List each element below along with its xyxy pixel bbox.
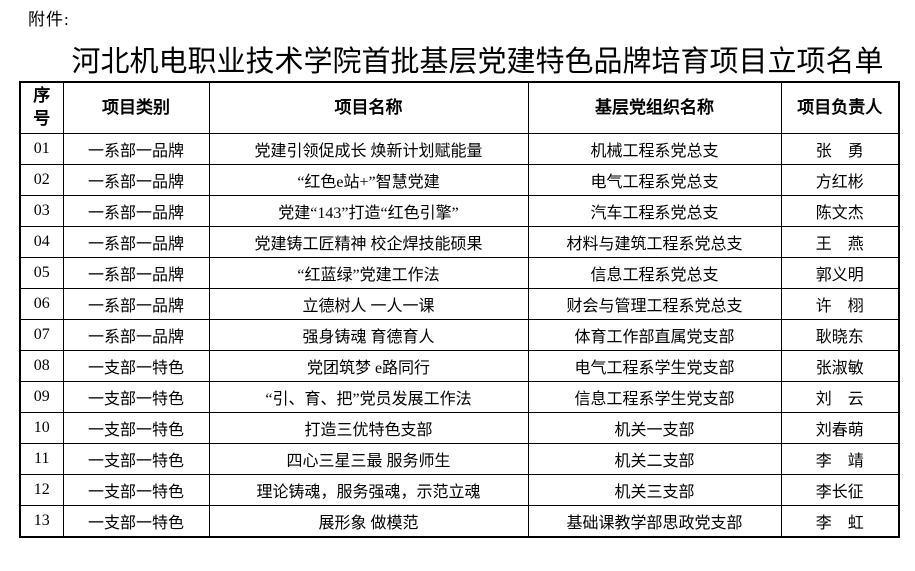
cell-no: 03 xyxy=(19,195,64,227)
cell-no: 02 xyxy=(19,164,64,196)
cell-category: 一支部一特色 xyxy=(62,412,210,444)
cell-category: 一支部一特色 xyxy=(62,350,210,382)
table-row: 01 一系部一品牌 党建引领促成长 焕新计划赋能量 机械工程系党总支张 勇 xyxy=(19,133,900,165)
cell-no: 10 xyxy=(19,412,64,444)
cell-org: 体育工作部直属党支部 xyxy=(527,319,782,351)
cell-name: 强身铸魂 育德育人 xyxy=(208,319,529,351)
table-row: 12 一支部一特色 理论铸魂，服务强魂，示范立魂 机关三支部 李长征 xyxy=(19,474,900,506)
cell-org: 机械工程系党总支 xyxy=(527,133,782,165)
cell-leader: 李 虹 xyxy=(780,505,900,538)
cell-category: 一系部一品牌 xyxy=(62,164,210,196)
table-row: 04 一系部一品牌 党建铸工匠精神 校企焊技能硕果 材料与建筑工程系党总支王 燕 xyxy=(19,226,900,258)
table-row: 03 一系部一品牌 党建“143”打造“红色引擎” 汽车工程系党总支 陈文杰 xyxy=(19,195,900,227)
table-row: 11 一支部一特色 四心三星三最 服务师生 机关二支部李 靖 xyxy=(19,443,900,475)
cell-name: 党建引领促成长 焕新计划赋能量 xyxy=(208,133,529,165)
cell-category: 一系部一品牌 xyxy=(62,288,210,320)
cell-leader: 刘春萌 xyxy=(780,412,900,444)
header-cell-category: 项目类别 xyxy=(62,81,210,134)
table-row: 13 一支部一特色 展形象 做模范 基础课教学部思政党支部李 虹 xyxy=(19,505,900,538)
cell-name: “红色e站+”智慧党建 xyxy=(208,164,529,196)
table-row: 08 一支部一特色 党团筑梦 e路同行 电气工程系学生党支部 张淑敏 xyxy=(19,350,900,382)
cell-no: 05 xyxy=(19,257,64,289)
cell-category: 一系部一品牌 xyxy=(62,257,210,289)
cell-leader: 刘 云 xyxy=(780,381,900,413)
cell-name: 打造三优特色支部 xyxy=(208,412,529,444)
cell-no: 07 xyxy=(19,319,64,351)
table-row: 05 一系部一品牌 “红蓝绿”党建工作法 信息工程系党总支 郭义明 xyxy=(19,257,900,289)
table-row: 06 一系部一品牌 立德树人 一人一课 财会与管理工程系党总支许 栩 xyxy=(19,288,900,320)
project-table: 序 号项目类别 项目名称 基层党组织名称 项目负责人 01 一系部一品牌 党建引领促成长 … xyxy=(19,81,900,538)
cell-org: 材料与建筑工程系党总支 xyxy=(527,226,782,258)
cell-category: 一系部一品牌 xyxy=(62,195,210,227)
cell-category: 一支部一特色 xyxy=(62,474,210,506)
cell-category: 一支部一特色 xyxy=(62,443,210,475)
cell-category: 一支部一特色 xyxy=(62,381,210,413)
cell-name: 党团筑梦 e路同行 xyxy=(208,350,529,382)
cell-leader: 许 栩 xyxy=(780,288,900,320)
cell-category: 一系部一品牌 xyxy=(62,133,210,165)
cell-leader: 方红彬 xyxy=(780,164,900,196)
cell-org: 电气工程系党总支 xyxy=(527,164,782,196)
cell-org: 信息工程系党总支 xyxy=(527,257,782,289)
header-cell-org: 基层党组织名称 xyxy=(527,81,782,134)
cell-name: 立德树人 一人一课 xyxy=(208,288,529,320)
header-cell-leader: 项目负责人 xyxy=(780,81,900,134)
cell-org: 财会与管理工程系党总支 xyxy=(527,288,782,320)
cell-no: 13 xyxy=(19,505,64,538)
cell-name: 四心三星三最 服务师生 xyxy=(208,443,529,475)
cell-name: 展形象 做模范 xyxy=(208,505,529,538)
header-cell-no: 序 号 xyxy=(19,81,64,134)
cell-no: 06 xyxy=(19,288,64,320)
cell-leader: 郭义明 xyxy=(780,257,900,289)
cell-no: 11 xyxy=(19,443,64,475)
cell-name: “红蓝绿”党建工作法 xyxy=(208,257,529,289)
cell-name: 理论铸魂，服务强魂，示范立魂 xyxy=(208,474,529,506)
cell-leader: 李 靖 xyxy=(780,443,900,475)
header-row: 序 号项目类别 项目名称 基层党组织名称 项目负责人 xyxy=(19,81,900,134)
attachment-label: 附件: xyxy=(28,10,70,29)
cell-leader: 陈文杰 xyxy=(780,195,900,227)
cell-name: “引、育、把”党员发展工作法 xyxy=(208,381,529,413)
table-row: 07 一系部一品牌 强身铸魂 育德育人 体育工作部直属党支部 耿晓东 xyxy=(19,319,900,351)
cell-name: 党建铸工匠精神 校企焊技能硕果 xyxy=(208,226,529,258)
cell-org: 信息工程系学生党支部 xyxy=(527,381,782,413)
cell-no: 08 xyxy=(19,350,64,382)
cell-org: 机关一支部 xyxy=(527,412,782,444)
cell-category: 一系部一品牌 xyxy=(62,226,210,258)
cell-no: 12 xyxy=(19,474,64,506)
cell-no: 04 xyxy=(19,226,64,258)
cell-leader: 张 勇 xyxy=(780,133,900,165)
cell-leader: 李长征 xyxy=(780,474,900,506)
cell-org: 基础课教学部思政党支部 xyxy=(527,505,782,538)
table-row: 10 一支部一特色 打造三优特色支部 机关一支部 刘春萌 xyxy=(19,412,900,444)
cell-leader: 耿晓东 xyxy=(780,319,900,351)
cell-org: 汽车工程系党总支 xyxy=(527,195,782,227)
cell-category: 一系部一品牌 xyxy=(62,319,210,351)
cell-leader: 王 燕 xyxy=(780,226,900,258)
cell-no: 09 xyxy=(19,381,64,413)
header-cell-name: 项目名称 xyxy=(208,81,529,134)
table-body: 01 一系部一品牌 党建引领促成长 焕新计划赋能量 机械工程系党总支张 勇 02 一系部一… xyxy=(19,133,900,538)
cell-leader: 张淑敏 xyxy=(780,350,900,382)
document-title: 河北机电职业技术学院首批基层党建特色品牌培育项目立项名单 xyxy=(71,46,884,78)
cell-name: 党建“143”打造“红色引擎” xyxy=(208,195,529,227)
table-row: 09 一支部一特色 “引、育、把”党员发展工作法 信息工程系学生党支部刘 云 xyxy=(19,381,900,413)
cell-org: 机关三支部 xyxy=(527,474,782,506)
cell-org: 电气工程系学生党支部 xyxy=(527,350,782,382)
table-row: 02 一系部一品牌 “红色e站+”智慧党建 电气工程系党总支 方红彬 xyxy=(19,164,900,196)
cell-no: 01 xyxy=(19,133,64,165)
cell-org: 机关二支部 xyxy=(527,443,782,475)
cell-category: 一支部一特色 xyxy=(62,505,210,538)
